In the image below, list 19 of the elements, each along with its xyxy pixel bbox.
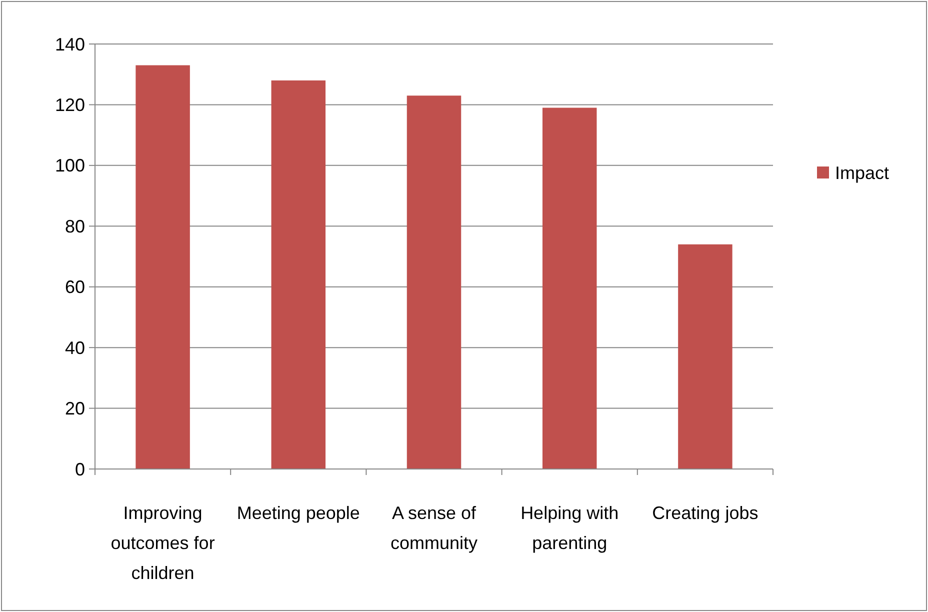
legend-label: Impact: [835, 162, 890, 183]
y-tick-label: 140: [54, 34, 85, 54]
y-tick-label: 120: [54, 95, 85, 116]
y-tick-label: 40: [64, 338, 85, 358]
bar: [542, 108, 597, 469]
bar: [136, 65, 190, 469]
bar: [678, 244, 732, 469]
bar: [406, 96, 462, 469]
x-tick-label: Helping with parenting: [520, 503, 619, 553]
y-tick-label: 80: [64, 216, 85, 236]
bar: [271, 80, 326, 469]
x-tick-label: Improving outcomes for children: [110, 503, 215, 583]
x-tick-label: A sense of community: [390, 503, 478, 553]
y-tick-label: 100: [54, 156, 85, 176]
x-tick-label: Meeting people: [236, 503, 360, 523]
y-tick-label: 60: [64, 277, 85, 298]
y-tick-label: 0: [74, 459, 85, 480]
x-tick-label: Creating jobs: [652, 503, 758, 523]
y-tick-label: 20: [64, 398, 85, 419]
